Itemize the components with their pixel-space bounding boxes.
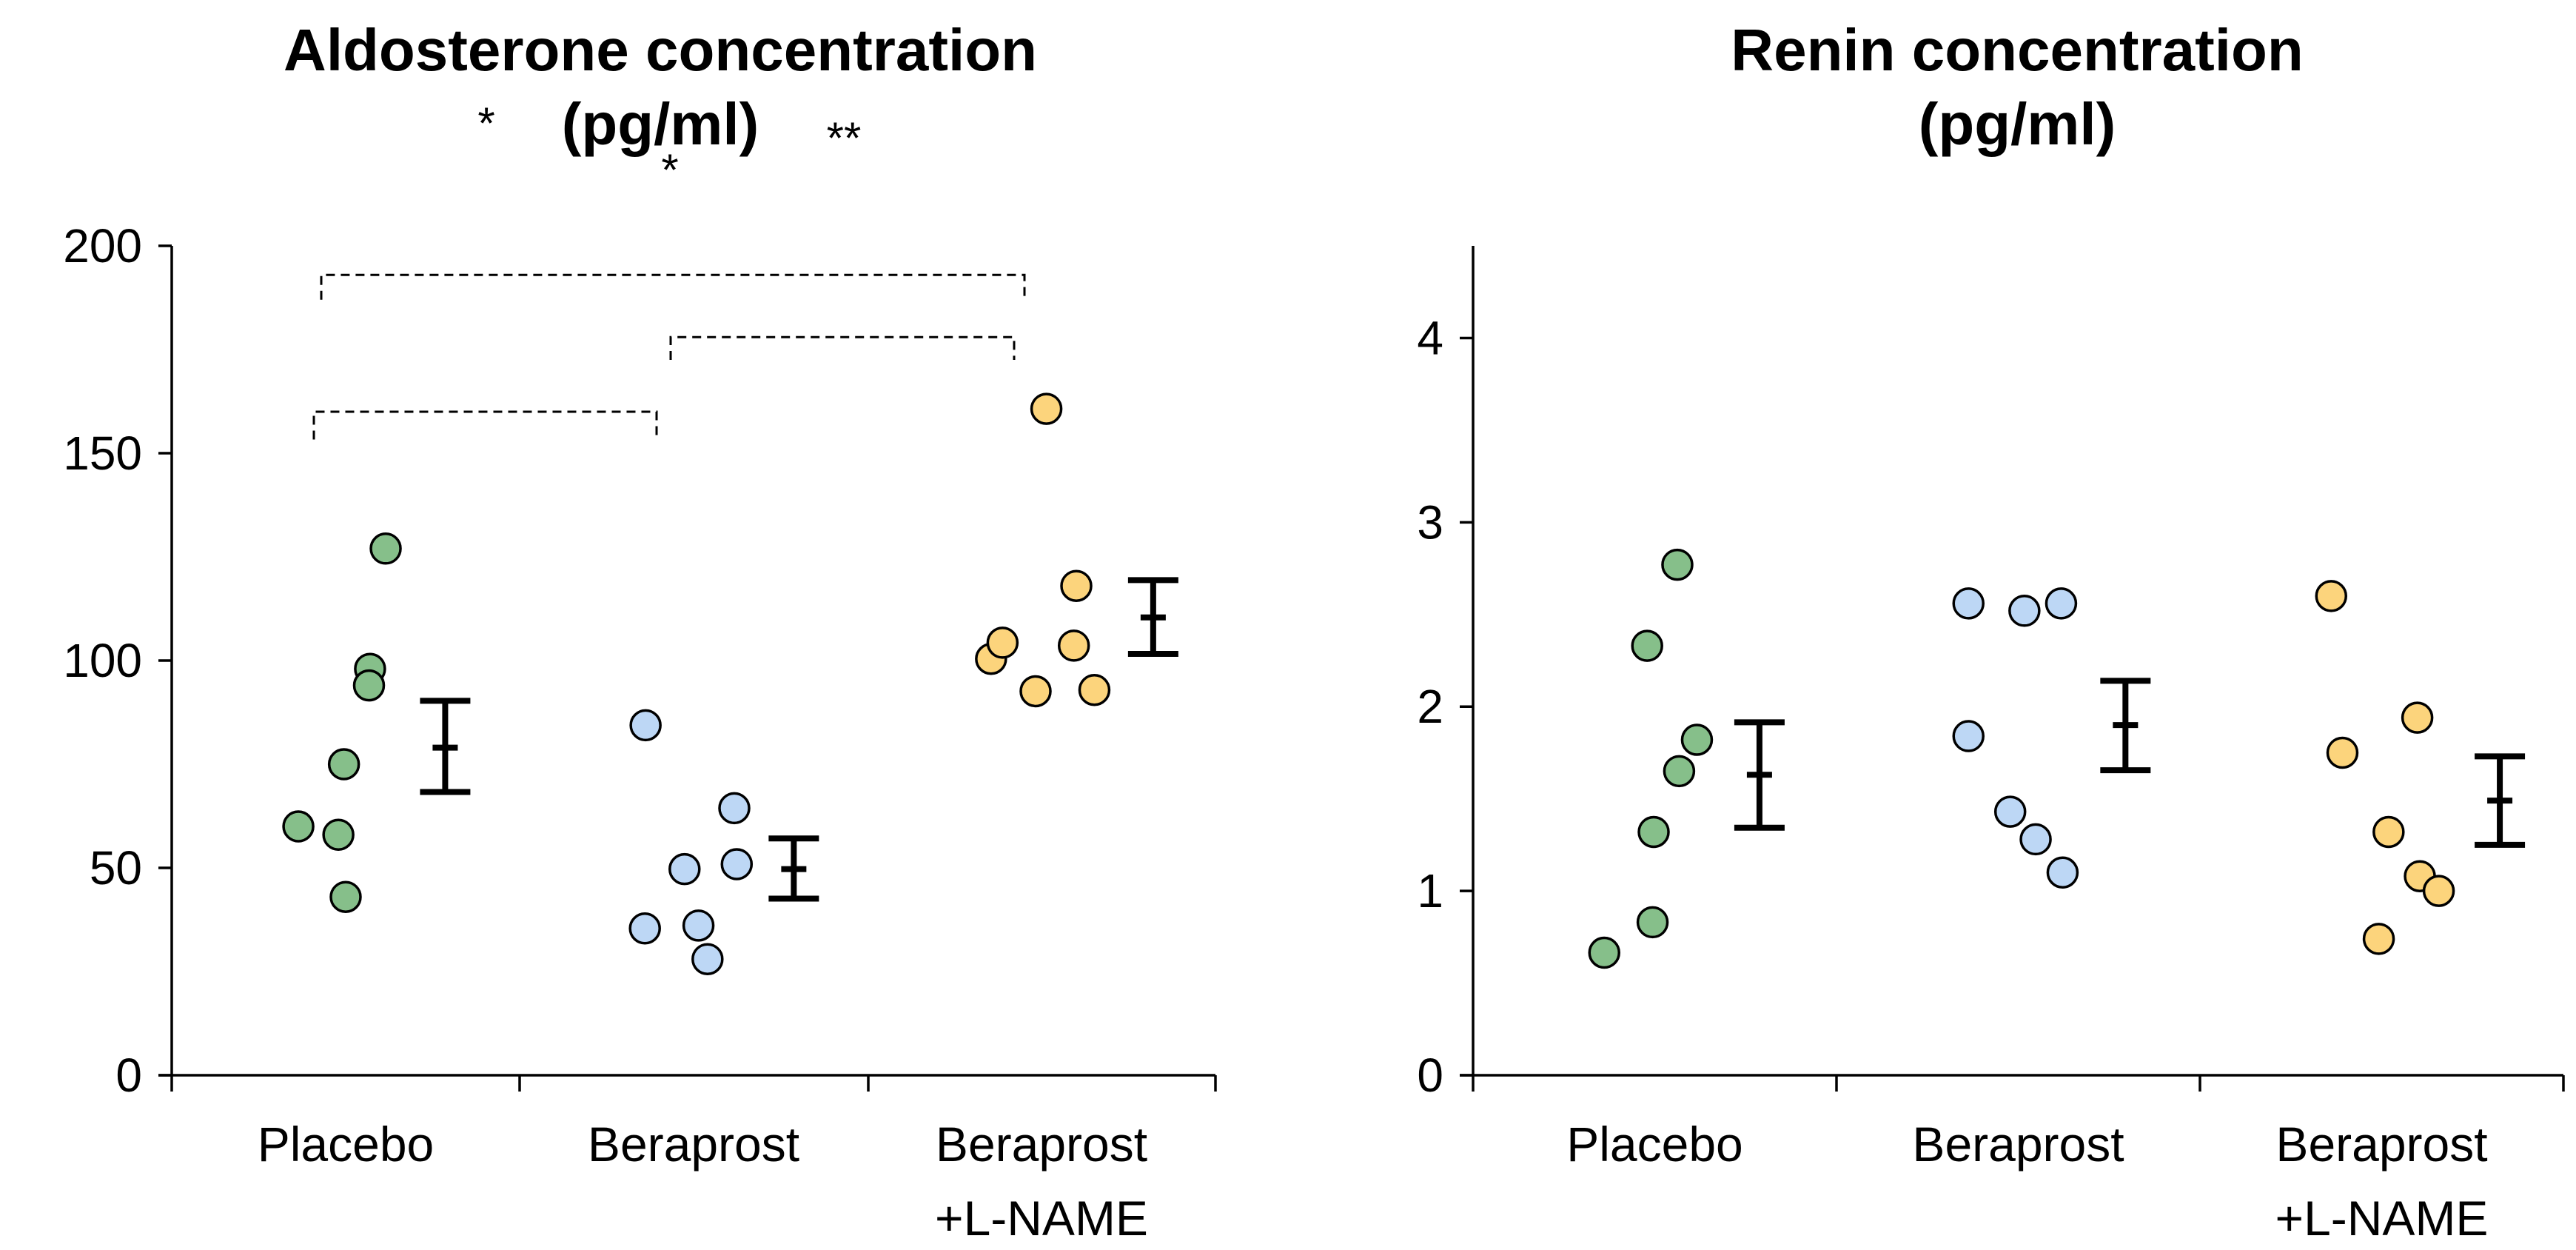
data-point — [986, 626, 1019, 659]
aldosterone-chart: Aldosterone concentration (pg/ml) 0 50 100… — [63, 17, 1217, 1246]
data-point — [1019, 675, 1052, 708]
data-point — [2315, 580, 2348, 612]
significance-label: * — [661, 145, 678, 195]
significance-bracket — [669, 335, 1016, 360]
data-point — [2019, 823, 2052, 856]
data-point — [369, 532, 402, 565]
data-point — [2362, 923, 2395, 955]
data-point — [1030, 392, 1063, 425]
data-point — [682, 909, 715, 942]
data-point — [322, 818, 355, 851]
data-point — [2046, 856, 2079, 889]
data-point — [1060, 569, 1093, 602]
significance-bracket — [320, 273, 1026, 300]
data-point — [691, 943, 724, 975]
data-point — [1661, 548, 1694, 581]
data-point — [352, 669, 386, 702]
chart-title-unit: (pg/ml) — [562, 91, 759, 157]
data-point — [1993, 795, 2027, 828]
chart-title-unit: (pg/ml) — [1919, 91, 2116, 157]
chart-title: Renin concentration — [1731, 17, 2303, 83]
significance-bracket — [312, 410, 658, 440]
data-point — [718, 792, 751, 825]
y-tick-label: 0 — [1417, 1049, 1443, 1102]
category-label: +L-NAME — [935, 1191, 1148, 1246]
data-point — [2326, 736, 2359, 769]
category-label: Beraprost — [2275, 1117, 2487, 1172]
data-point — [1631, 629, 1663, 662]
data-point — [1680, 723, 1714, 756]
data-point — [1078, 674, 1111, 706]
data-point — [2401, 701, 2434, 734]
category-label: Placebo — [258, 1117, 435, 1172]
y-tick-label: 4 — [1417, 311, 1443, 364]
significance-label: * — [477, 98, 494, 148]
data-point — [1057, 629, 1090, 662]
y-tick-label: 1 — [1417, 864, 1443, 918]
data-point — [1952, 720, 1985, 752]
data-point — [2422, 875, 2455, 907]
y-tick-label: 2 — [1417, 680, 1443, 733]
data-point — [629, 709, 662, 742]
data-point — [1663, 755, 1696, 788]
data-point — [2045, 587, 2078, 620]
category-label: Beraprost — [1912, 1117, 2124, 1172]
data-point — [668, 852, 701, 886]
category-label: Beraprost — [588, 1117, 799, 1172]
category-label: +L-NAME — [2275, 1191, 2489, 1246]
data-point — [282, 810, 315, 843]
category-label: Placebo — [1566, 1117, 1743, 1172]
data-point — [720, 848, 754, 880]
y-tick-label: 150 — [63, 427, 142, 480]
category-label: Beraprost — [936, 1117, 1147, 1172]
data-point — [2372, 815, 2405, 849]
y-tick-label: 200 — [63, 219, 142, 273]
y-tick-label: 100 — [63, 634, 142, 687]
data-point — [1636, 906, 1669, 939]
data-point — [1637, 815, 1670, 849]
significance-label: ** — [827, 113, 862, 163]
y-tick-label: 50 — [90, 841, 142, 895]
data-point — [327, 748, 360, 781]
renin-chart: Renin concentration (pg/ml) 0 1 2 3 4 Placebo… — [1417, 17, 2565, 1246]
y-tick-label: 0 — [115, 1049, 142, 1102]
chart-title: Aldosterone concentration — [284, 17, 1037, 83]
data-point — [2008, 595, 2041, 627]
data-point — [329, 880, 362, 913]
y-tick-label: 3 — [1417, 495, 1443, 549]
data-point — [628, 912, 661, 945]
data-point — [1588, 936, 1621, 969]
data-point — [1952, 587, 1985, 620]
